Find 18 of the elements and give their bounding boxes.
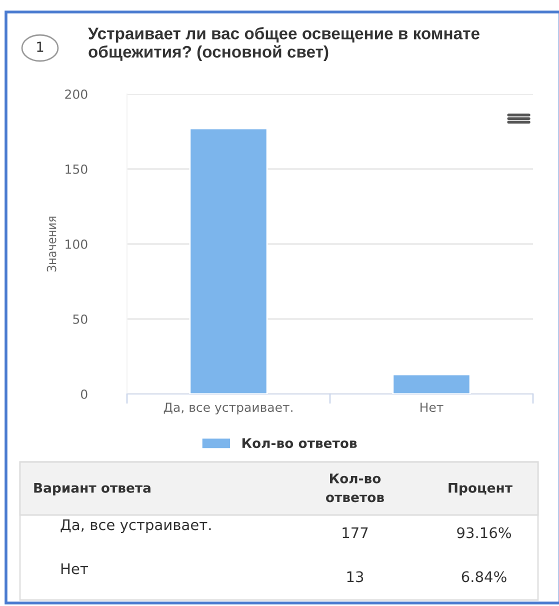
y-axis-title: Значения — [46, 216, 56, 272]
text: 177 — [342, 527, 368, 538]
text: 13 — [347, 571, 364, 582]
category-label: Да, все устраивает. — [60, 519, 211, 534]
text: Процент — [448, 483, 512, 496]
y-tick-label: 200 — [65, 89, 88, 99]
text: 6.84% — [462, 571, 506, 582]
text: 93.16% — [457, 527, 511, 538]
text: Вариант ответа — [34, 483, 150, 496]
y-tick-label: 100 — [66, 239, 88, 249]
y-tick-label: 50 — [73, 314, 88, 324]
chart-title: Устраивает ли вас общее освещение в комнате общежития? (основной свет) — [88, 26, 480, 62]
y-tick-label: 150 — [66, 164, 88, 174]
text: 1 — [37, 42, 44, 52]
text: Кол-во ответов — [326, 474, 384, 502]
category-label: Нет — [61, 563, 88, 574]
y-tick-label: 0 — [80, 389, 88, 399]
legend-label: Кол-во ответов — [242, 438, 357, 448]
